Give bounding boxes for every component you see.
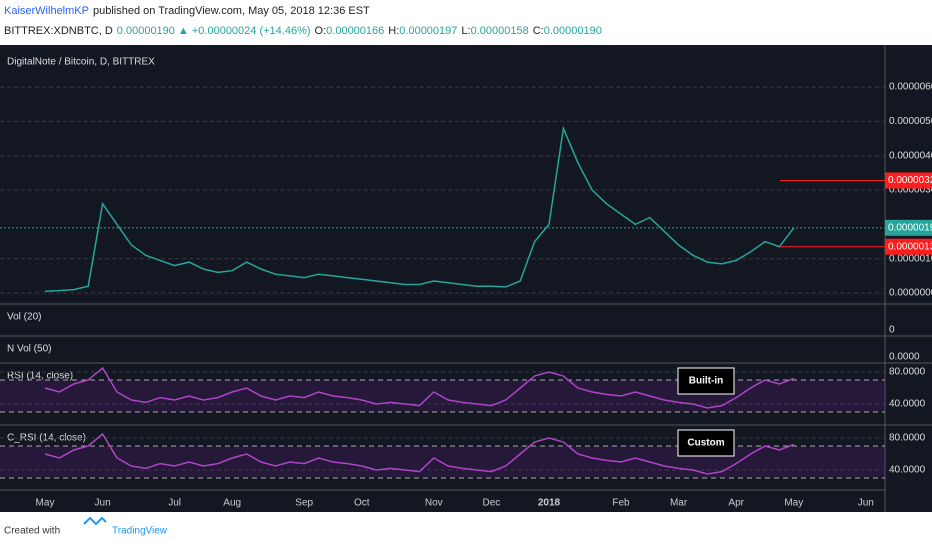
y-tick-label: 0.00000400 [889,150,932,161]
price-label-bg [885,219,932,236]
symbol: BITTREX:XDNBTC, D [4,25,113,37]
header-line-2: BITTREX:XDNBTC, D 0.00000190 ▲ +0.00000024… [4,25,602,37]
o-label: O: [315,25,327,37]
x-tick-label: Dec [483,498,501,509]
x-tick-label: Mar [670,498,688,509]
x-tick-label: Jul [168,498,181,509]
series-line [44,125,795,293]
y-tick-label: 0.00000300 [889,185,932,196]
annotation: Built-in [689,376,723,387]
h-label: H: [388,25,399,37]
y-tick-label: 0.00000600 [889,82,932,93]
l-label: L: [461,25,470,37]
series-line [44,366,795,409]
y-tick-label: 40.0000 [889,399,926,410]
footer-brand[interactable]: TradingView [112,526,168,537]
x-tick-label: May [36,498,55,509]
annotation-box [677,429,735,457]
price-label: 0.00000135 [888,241,932,252]
price-label: 0.00000190 [888,222,932,233]
series-line [44,432,795,475]
o-value: 0.00000166 [326,25,384,37]
y-tick-label: 0.00000500 [889,116,932,127]
author-link[interactable]: KaiserWilhelmKP [4,5,89,17]
x-tick-label: Feb [612,498,630,509]
y-tick-label: 0.0000 [889,352,920,363]
panel-title: RSI (14, close) [7,371,73,382]
price-label-bg [885,172,932,189]
published: published on TradingView.com, May 05, 20… [93,5,370,17]
x-tick-label: Sep [295,498,313,509]
x-tick-label: May [784,498,803,509]
l-value: 0.00000158 [471,25,529,37]
panel-title: Vol (20) [7,312,41,323]
y-tick-label: 40.0000 [889,465,926,476]
x-tick-label: Jun [858,498,874,509]
y-tick-label: 0.00000000 [889,288,932,299]
y-tick-label: 80.0000 [889,433,926,444]
y-tick-label: 0.00000100 [889,253,932,264]
annotation: Custom [687,438,724,449]
last-price: 0.00000190 [117,25,175,37]
change: ▲ +0.00000024 (+14.46%) [178,25,311,37]
x-tick-label: Nov [425,498,443,509]
x-tick-label: Oct [354,498,370,509]
chart-bg [0,45,932,512]
panel-title: N Vol (50) [7,344,51,355]
price-label: 0.00000328 [888,175,932,186]
panel-title: DigitalNote / Bitcoin, D, BITTREX [7,57,155,68]
annotation-box [677,367,735,395]
x-tick-label: 2018 [538,498,561,509]
y-tick-label: 80.0000 [889,367,926,378]
brand-logo [83,516,107,526]
price-label-bg [885,238,932,255]
footer-created: Created with [4,526,60,537]
c-label: C: [533,25,544,37]
x-tick-label: Apr [728,498,744,509]
y-tick-label: 0 [889,325,895,336]
header-line-1: KaiserWilhelmKP published on TradingView.… [4,5,370,17]
x-tick-label: Aug [223,498,241,509]
panel-title: C_RSI (14, close) [7,433,86,444]
x-tick-label: Jun [95,498,111,509]
h-value: 0.00000197 [399,25,457,37]
c-value: 0.00000190 [544,25,602,37]
